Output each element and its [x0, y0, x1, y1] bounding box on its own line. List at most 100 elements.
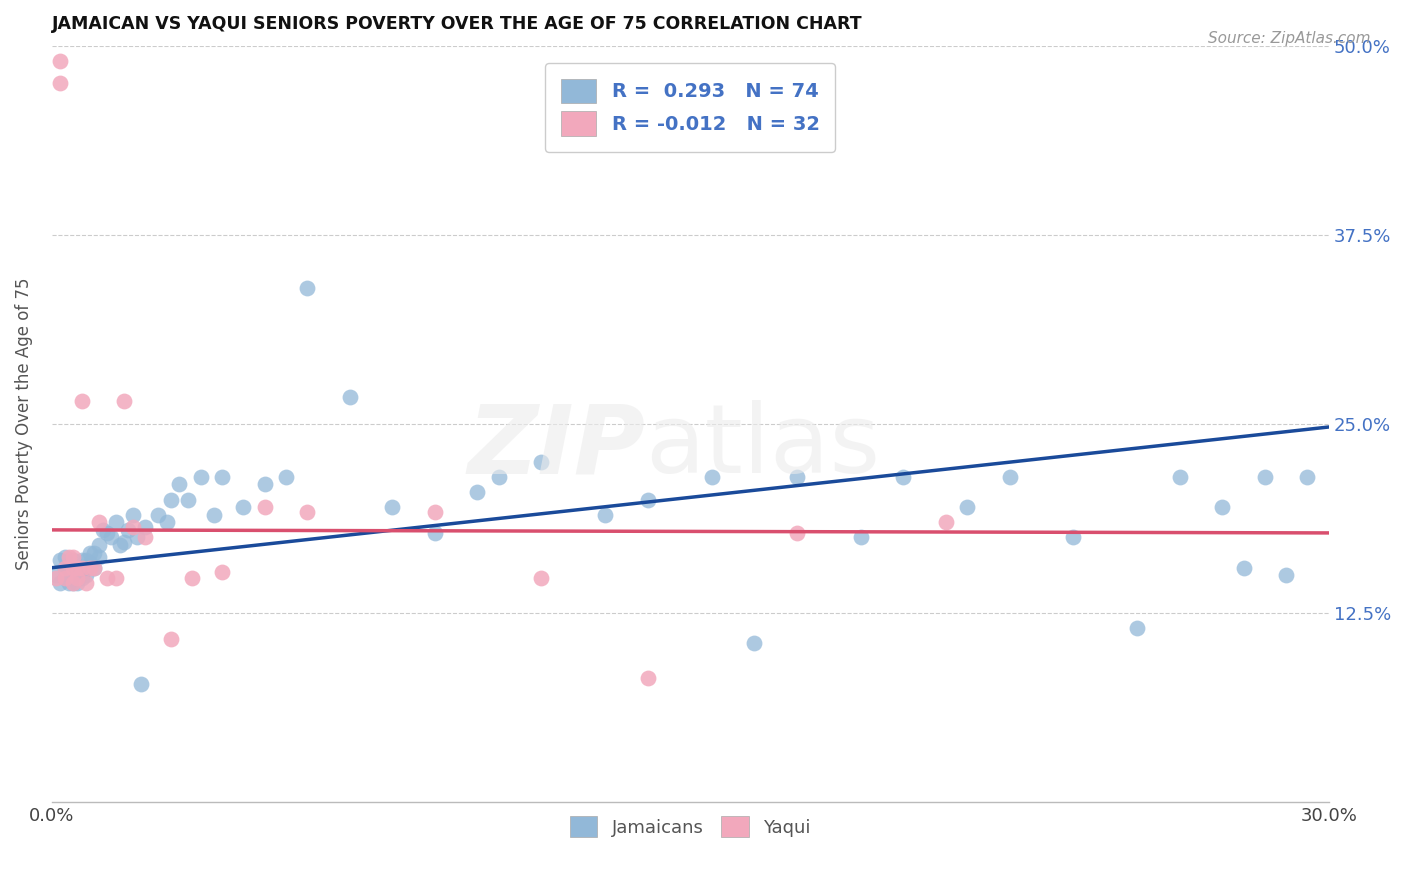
Point: [742, 636, 765, 650]
Point: [79, 556, 101, 570]
Point: [66, 568, 89, 582]
Point: [253, 500, 276, 515]
Point: [58, 575, 80, 590]
Point: [87, 550, 110, 565]
Point: [190, 470, 212, 484]
Point: [121, 520, 143, 534]
Point: [75, 575, 97, 590]
Point: [96, 571, 118, 585]
Point: [211, 470, 233, 484]
Point: [1211, 500, 1233, 515]
Y-axis label: Seniors Poverty Over the Age of 75: Seniors Poverty Over the Age of 75: [15, 277, 32, 570]
Point: [58, 568, 80, 582]
Point: [45, 568, 67, 582]
Point: [70, 560, 93, 574]
Point: [274, 470, 297, 484]
Point: [53, 550, 76, 565]
Point: [108, 538, 131, 552]
Legend: Jamaicans, Yaqui: Jamaicans, Yaqui: [561, 807, 820, 847]
Point: [66, 575, 89, 590]
Point: [62, 560, 84, 574]
Point: [1254, 470, 1277, 484]
Point: [75, 568, 97, 582]
Point: [129, 677, 152, 691]
Point: [998, 470, 1021, 484]
Point: [1233, 560, 1256, 574]
Point: [125, 531, 148, 545]
Point: [66, 560, 89, 574]
Point: [177, 492, 200, 507]
Point: [956, 500, 979, 515]
Point: [1296, 470, 1319, 484]
Point: [70, 571, 93, 585]
Point: [786, 470, 808, 484]
Point: [232, 500, 254, 515]
Point: [849, 531, 872, 545]
Point: [62, 575, 84, 590]
Point: [112, 394, 135, 409]
Point: [423, 505, 446, 519]
Point: [53, 571, 76, 585]
Point: [100, 531, 122, 545]
Point: [75, 553, 97, 567]
Point: [935, 516, 957, 530]
Point: [62, 550, 84, 565]
Point: [49, 553, 72, 567]
Point: [83, 560, 105, 574]
Point: [156, 516, 179, 530]
Point: [53, 560, 76, 574]
Point: [530, 455, 553, 469]
Point: [104, 571, 127, 585]
Point: [1126, 621, 1149, 635]
Point: [79, 545, 101, 559]
Point: [295, 281, 318, 295]
Point: [70, 560, 93, 574]
Point: [62, 553, 84, 567]
Point: [339, 390, 361, 404]
Point: [530, 571, 553, 585]
Point: [467, 485, 489, 500]
Point: [181, 571, 204, 585]
Point: [160, 492, 183, 507]
Point: [70, 553, 93, 567]
Point: [637, 492, 659, 507]
Point: [202, 508, 225, 522]
Text: Source: ZipAtlas.com: Source: ZipAtlas.com: [1208, 31, 1371, 46]
Point: [45, 571, 67, 585]
Point: [49, 77, 72, 91]
Point: [146, 508, 169, 522]
Point: [134, 520, 156, 534]
Point: [70, 394, 93, 409]
Point: [58, 550, 80, 565]
Point: [1062, 531, 1084, 545]
Point: [134, 531, 156, 545]
Point: [66, 560, 89, 574]
Point: [117, 523, 139, 537]
Point: [593, 508, 616, 522]
Point: [637, 671, 659, 685]
Point: [1275, 568, 1298, 582]
Point: [49, 575, 72, 590]
Point: [891, 470, 914, 484]
Point: [87, 538, 110, 552]
Point: [786, 525, 808, 540]
Point: [423, 525, 446, 540]
Point: [381, 500, 404, 515]
Point: [295, 505, 318, 519]
Point: [75, 560, 97, 574]
Point: [49, 54, 72, 68]
Point: [121, 508, 143, 522]
Point: [58, 560, 80, 574]
Point: [96, 525, 118, 540]
Point: [488, 470, 510, 484]
Point: [211, 566, 233, 580]
Point: [1168, 470, 1191, 484]
Point: [79, 560, 101, 574]
Point: [87, 516, 110, 530]
Point: [160, 632, 183, 646]
Point: [62, 560, 84, 574]
Point: [169, 477, 191, 491]
Text: atlas: atlas: [645, 401, 880, 493]
Point: [83, 560, 105, 574]
Point: [66, 571, 89, 585]
